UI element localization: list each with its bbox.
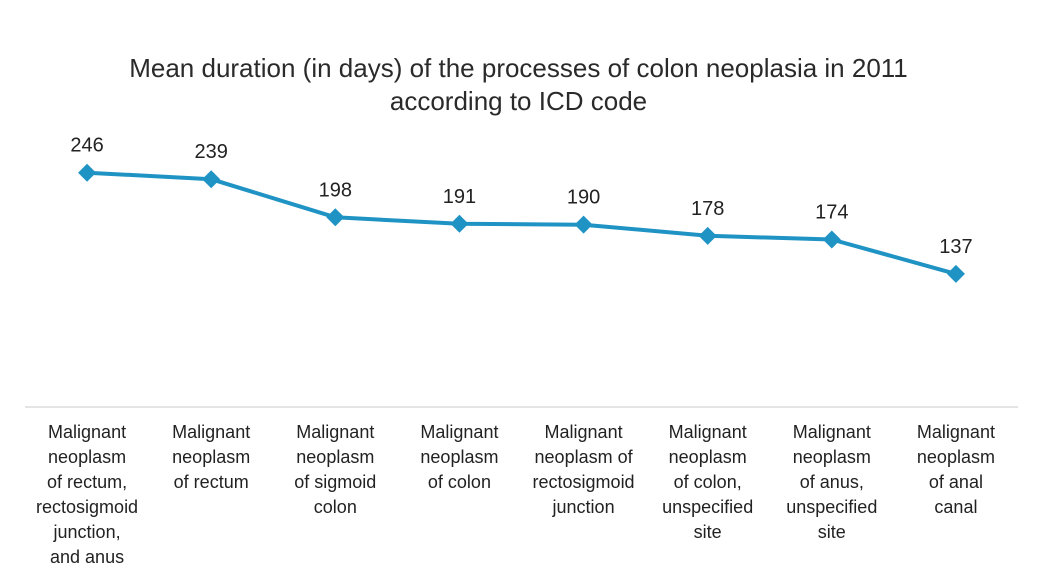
category-label-line: of anal [928, 472, 983, 492]
category-label-line: of sigmoid [294, 472, 377, 492]
data-label: 174 [815, 202, 848, 224]
data-label: 239 [195, 141, 228, 163]
category-label: Malignant neoplasm of rectosigmoid junction [520, 420, 648, 520]
category-label-line: Malignant [792, 422, 871, 442]
category-label-line: unspecified [662, 497, 754, 517]
category-label-line: site [693, 522, 722, 542]
category-label-line: unspecified [786, 497, 878, 517]
data-point-marker [822, 230, 841, 249]
data-label: 246 [70, 135, 103, 157]
category-label-line: Malignant [544, 422, 623, 442]
chart-title: Mean duration (in days) of the processes… [0, 52, 1037, 118]
category-label-line: canal [934, 497, 978, 517]
category-label-line: of colon [427, 472, 491, 492]
data-point-marker [698, 226, 717, 245]
data-point-marker [78, 163, 97, 182]
category-label-line: Malignant [420, 422, 499, 442]
category-label-line: junction, [53, 522, 121, 542]
category-label-line: rectosigmoid [532, 472, 635, 492]
category-label: Malignant neoplasm of anal canal [892, 420, 1020, 520]
data-label: 178 [691, 198, 724, 220]
data-point-marker [326, 208, 345, 227]
category-label: Malignant neoplasm of colon [395, 420, 523, 495]
category-label-line: neoplasm [172, 447, 251, 467]
category-label-line: and anus [50, 547, 125, 567]
category-label-line: neoplasm [668, 447, 747, 467]
category-label-line: neoplasm [48, 447, 127, 467]
category-label-line: Malignant [296, 422, 375, 442]
category-label-line: colon [313, 497, 357, 517]
category-label: Malignant neoplasm of sigmoid colon [271, 420, 399, 520]
category-label-line: Malignant [668, 422, 747, 442]
category-label-line: of rectum, [47, 472, 128, 492]
data-label: 198 [319, 179, 352, 201]
category-label-line: Malignant [916, 422, 995, 442]
data-point-marker [574, 215, 593, 234]
category-label: Malignant neoplasm of colon, unspecified sit… [644, 420, 772, 545]
data-label: 137 [939, 236, 972, 258]
category-label-line: of rectum [173, 472, 249, 492]
series-line [86, 170, 957, 276]
category-label-line: Malignant [48, 422, 127, 442]
data-label: 191 [443, 186, 476, 208]
data-label: 190 [567, 187, 600, 209]
category-label-line: Malignant [172, 422, 251, 442]
category-label-line: of colon, [673, 472, 742, 492]
category-label-line: neoplasm of [534, 447, 633, 467]
category-label-line: neoplasm [296, 447, 375, 467]
category-label-line: neoplasm [420, 447, 499, 467]
category-label: Malignant neoplasm of anus, unspecified site [768, 420, 896, 545]
chart-title-line-1: Mean duration (in days) of the processes… [129, 53, 908, 83]
category-label-line: junction [552, 497, 615, 517]
data-point-marker [202, 170, 221, 189]
category-label-line: neoplasm [916, 447, 995, 467]
category-label-line: neoplasm [792, 447, 871, 467]
category-label: Malignant neoplasm of rectum, rectosigmoid j… [23, 420, 151, 570]
category-label: Malignant neoplasm of rectum [147, 420, 275, 495]
category-label-line: site [817, 522, 846, 542]
category-label-line: rectosigmoid [36, 497, 139, 517]
chart-title-line-2: according to ICD code [389, 86, 648, 116]
category-label-line: of anus, [799, 472, 864, 492]
data-point-marker [450, 214, 469, 233]
data-point-marker [946, 264, 965, 283]
